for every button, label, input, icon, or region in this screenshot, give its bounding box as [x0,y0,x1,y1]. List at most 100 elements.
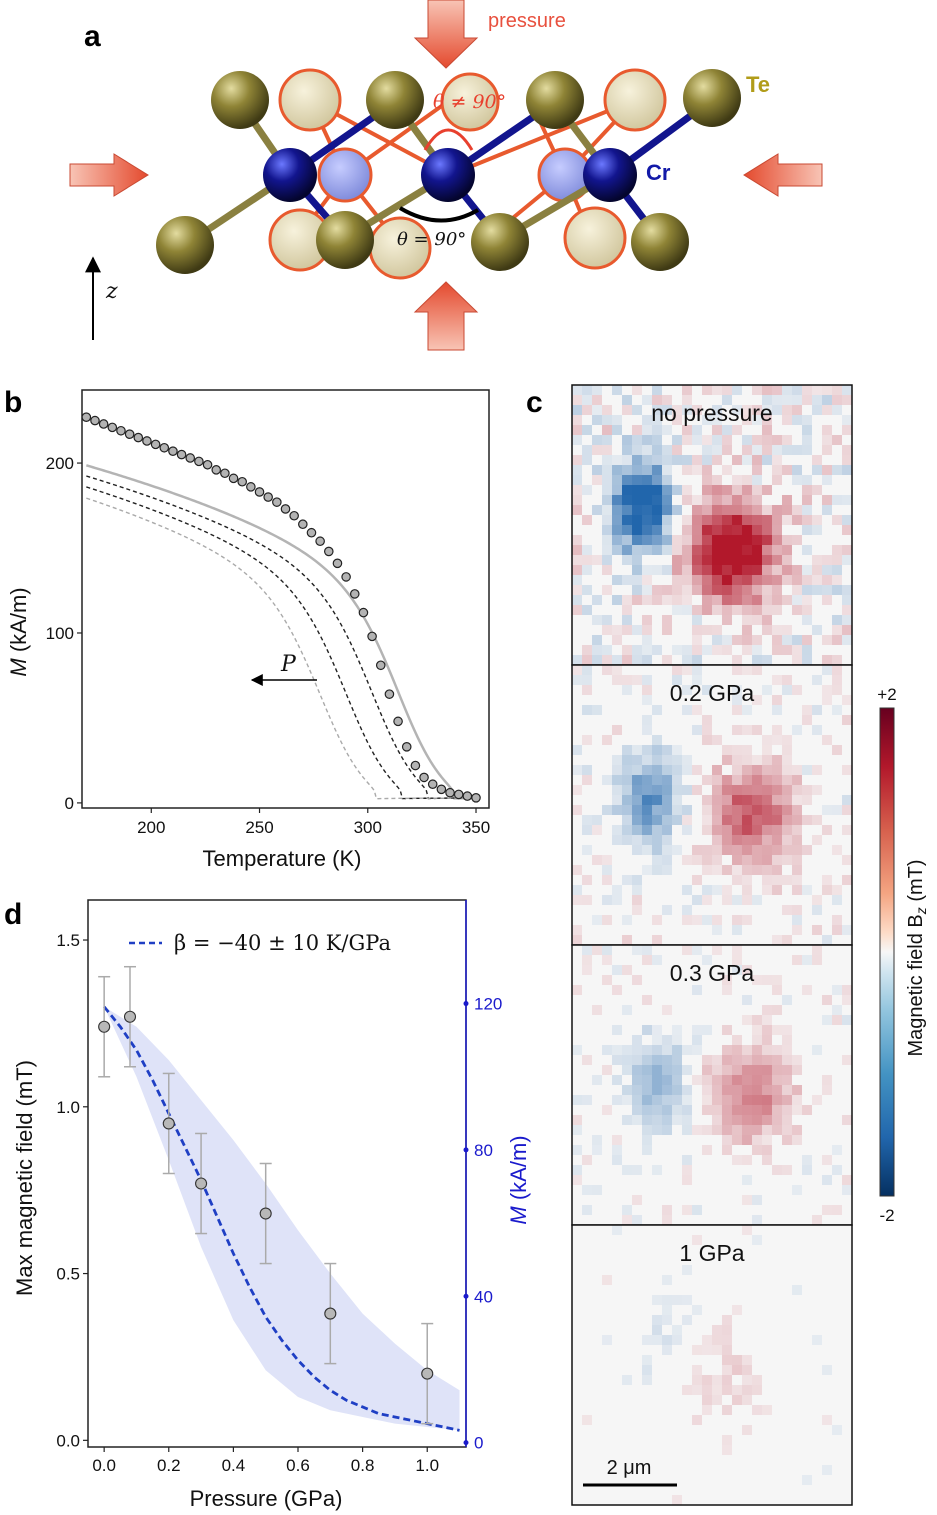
data-point [237,476,248,487]
map-pixel [632,555,642,565]
map-pixel [632,775,642,785]
map-pixel [672,575,682,585]
map-pixel [612,755,622,765]
map-pixel [832,685,842,695]
map-pixel [772,525,782,535]
map-pixel [812,485,822,495]
map-pixel [802,845,812,855]
map-pixel [592,415,602,425]
data-point [332,558,343,569]
map-pixel [722,575,732,585]
map-pixel [672,585,682,595]
map-pixel [692,525,702,535]
map-pixel [662,805,672,815]
map-pixel [712,1375,722,1385]
map-pixel [722,615,732,625]
map-pixel [602,875,612,885]
map-pixel [742,435,752,445]
map-pixel [612,1155,622,1165]
data-point [107,422,118,433]
map-pixel [662,475,672,485]
map-pixel [592,655,602,665]
map-pixel [612,655,622,665]
map-pixel [662,545,672,555]
map-pixel [792,905,802,915]
map-pixel [802,1475,812,1485]
map-pixel [732,1085,742,1095]
map-pixel [622,625,632,635]
map-pixel [602,775,612,785]
map-pixel [602,915,612,925]
map-pixel [792,805,802,815]
map-pixel [592,705,602,715]
map-pixel [772,825,782,835]
data-point [401,742,412,752]
map-pixel [672,815,682,825]
map-pixel [652,505,662,515]
cr-label: Cr [646,160,671,185]
map-pixel [632,1115,642,1125]
map-pixel [752,575,762,585]
map-pixel [732,945,742,955]
map-pixel [682,1295,692,1305]
map-pixel [792,505,802,515]
map-pixel [672,1095,682,1105]
map-pixel [782,1105,792,1115]
map-pixel [702,565,712,575]
map-pixel [732,475,742,485]
map-pixel [722,975,732,985]
map-pixel [652,735,662,745]
chart-b-xlabel: Temperature (K) [203,846,362,871]
map-pixel [572,455,582,465]
map-pixel [842,715,852,725]
map-pixel [822,665,832,675]
map-pixel [802,985,812,995]
map-pixel [812,785,822,795]
map-pixel [642,615,652,625]
map-pixel [732,505,742,515]
map-pixel [612,625,622,635]
map-pixel [592,395,602,405]
map-pixel [572,805,582,815]
map-pixel [832,1165,842,1175]
map-pixel [802,765,812,775]
map-pixel [672,1295,682,1305]
map-pixel [612,495,622,505]
map-pixel [742,785,752,795]
map-pixel [802,595,812,605]
front-layer-atoms [156,69,741,274]
map-pixel [732,695,742,705]
map-pixel [692,515,702,525]
chart-d-y2label: M (kA/m) [506,1135,531,1224]
map-pixel [662,1085,672,1095]
map-pixel [702,435,712,445]
map-pixel [622,1205,632,1215]
map-pixel [812,835,822,845]
data-point [185,453,196,463]
map-pixel [652,745,662,755]
map-pixel [832,615,842,625]
map-pixel [642,765,652,775]
map-pixel [662,1055,672,1065]
map-pixel [782,565,792,575]
map-pixel [572,935,582,945]
map-pixel [772,545,782,555]
map-pixel [652,475,662,485]
map-pixel [652,1075,662,1085]
map-pixel [622,525,632,535]
map-pixel [722,845,732,855]
map-pixel [782,1065,792,1075]
map-pixel [612,485,622,495]
map-pixel [732,1115,742,1125]
x-tick-label: 1.0 [415,1456,439,1475]
map-pixel [662,1205,672,1215]
map-pixel [742,875,752,885]
map-pixel [652,1335,662,1345]
panel-label-d: d [4,898,22,931]
map-pixel [682,405,692,415]
map-pixel [772,555,782,565]
map-pixel [722,385,732,395]
map-pixel [702,815,712,825]
map-pixel [822,1155,832,1165]
map-pixel [742,885,752,895]
